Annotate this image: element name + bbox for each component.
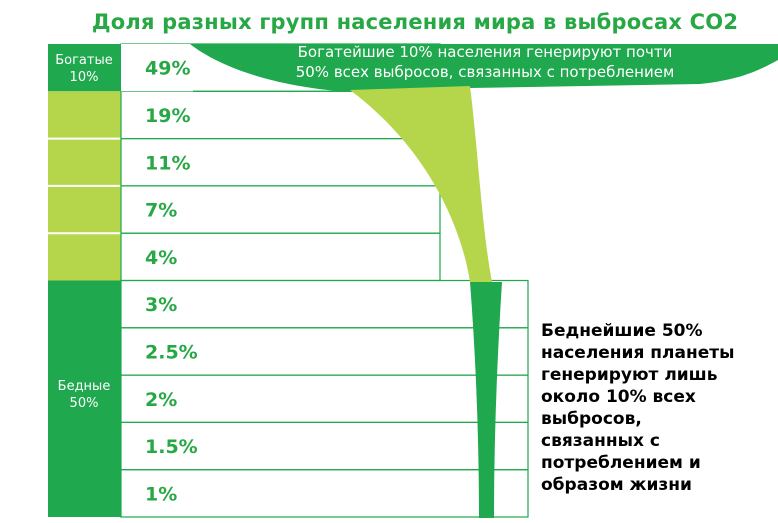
rich-annotation-line: 50% всех выбросов, связанных с потреблен…	[295, 63, 675, 81]
table-row	[120, 374, 529, 424]
value-label: 49%	[145, 58, 190, 80]
table-row	[120, 279, 529, 329]
rich-annotation-line: Богатейшие 10% населения генерируют почт…	[297, 43, 673, 61]
funnel-middle-segment	[350, 86, 492, 282]
funnel-poor-segment	[470, 282, 502, 518]
poor-annotation-line: образом жизни	[541, 475, 692, 495]
poor-annotation-line: населения планеты	[541, 343, 735, 363]
poor-annotation: Беднейшие 50% населения планеты генериру…	[541, 320, 776, 496]
chart-title: Доля разных групп населения мира в выбро…	[91, 10, 739, 34]
group-band-rich	[48, 44, 121, 92]
group-label-rich: Богатые 10%	[48, 52, 120, 86]
rich-value-cell	[121, 44, 193, 92]
value-label: 1%	[145, 483, 177, 505]
value-label: 2%	[145, 389, 177, 411]
value-label: 11%	[145, 152, 190, 174]
poor-annotation-line: Беднейшие 50%	[541, 321, 703, 341]
value-label: 1.5%	[145, 436, 198, 458]
group-label-poor-name: Бедные	[57, 379, 111, 394]
value-label: 2.5%	[145, 341, 198, 363]
rich-annotation: Богатейшие 10% населения генерируют почт…	[215, 42, 755, 82]
poor-annotation-line: связанных с	[541, 431, 660, 451]
poor-annotation-line: потреблением и	[541, 453, 701, 473]
poor-annotation-line: около 10% всех	[541, 387, 696, 407]
value-label: 3%	[145, 294, 177, 316]
value-label: 4%	[145, 247, 177, 269]
poor-annotation-line: генерируют лишь	[541, 365, 718, 385]
group-label-poor-share: 50%	[69, 396, 99, 411]
group-band-poor	[48, 280, 121, 517]
poor-annotation-line: выбросов,	[541, 409, 642, 429]
table-row	[120, 469, 529, 518]
group-label-poor: Бедные 50%	[48, 378, 120, 412]
group-label-rich-name: Богатые	[55, 53, 113, 68]
funnel-rich-segment	[190, 44, 778, 92]
value-label: 7%	[145, 200, 177, 222]
value-label: 19%	[145, 105, 190, 127]
group-label-rich-share: 10%	[69, 70, 99, 85]
